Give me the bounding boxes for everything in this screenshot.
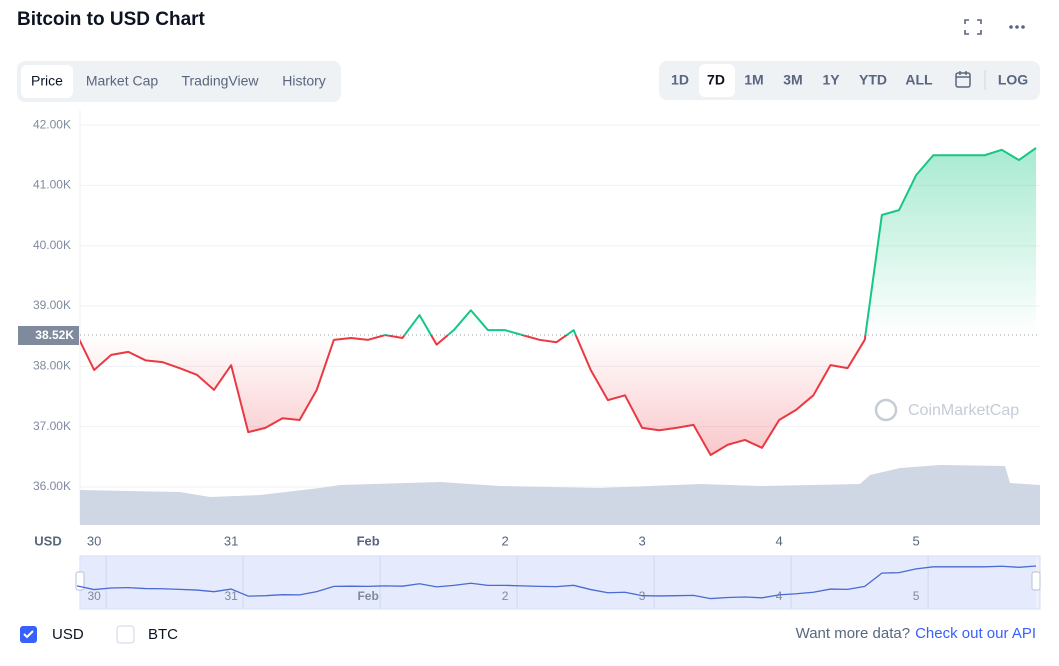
x-tick-label: Feb (357, 533, 380, 548)
tab[interactable]: History (282, 73, 326, 89)
navigator-tick-label: 31 (224, 589, 238, 603)
usd-checkbox[interactable] (20, 626, 37, 643)
area-below (80, 334, 1036, 456)
y-tick-label: 37.00K (33, 419, 71, 433)
area-above (404, 148, 1036, 335)
baseline-label-bg (18, 325, 79, 345)
y-tick-label: 39.00K (33, 298, 71, 312)
y-tick-label: 41.00K (33, 178, 71, 192)
watermark-text: CoinMarketCap (908, 402, 1019, 419)
price-line-above (381, 147, 1037, 335)
navigator-handle[interactable] (1031, 571, 1041, 591)
volume-area (80, 465, 1040, 525)
navigator-selection[interactable] (80, 556, 1036, 609)
footer-prompt: Want more data? (796, 625, 911, 642)
range-bar (659, 61, 1040, 100)
y-tick-label: 40.00K (33, 238, 71, 252)
tab[interactable]: Market Cap (86, 73, 159, 89)
watermark: CoinMarketCap (874, 398, 1019, 422)
tab[interactable]: TradingView (181, 73, 259, 89)
calendar-icon[interactable] (955, 71, 971, 88)
x-axis-label: USD (34, 533, 61, 548)
tab-bar (17, 61, 341, 102)
x-tick-label: 5 (913, 533, 920, 548)
x-tick-label: 30 (87, 533, 101, 548)
x-tick-label: 4 (776, 533, 783, 548)
range-button[interactable]: 1M (744, 72, 763, 88)
navigator-tick-label: 30 (87, 589, 101, 603)
x-tick-label: 3 (639, 533, 646, 548)
option-label[interactable]: USD (52, 626, 84, 643)
navigator-tick-label: 5 (913, 589, 920, 603)
y-tick-label: 38.00K (33, 359, 71, 373)
navigator-tick-label: 4 (776, 589, 783, 603)
api-link[interactable]: Check out our API (915, 625, 1036, 642)
range-button[interactable]: 1D (671, 72, 689, 88)
baseline-label: 38.52K (35, 328, 74, 342)
fullscreen-icon[interactable] (964, 19, 982, 35)
navigator-tick-label: Feb (357, 589, 378, 603)
range-active-bg (699, 64, 735, 97)
range-button[interactable]: 1Y (822, 72, 840, 88)
range-button[interactable]: 7D (707, 72, 725, 88)
y-tick-label: 36.00K (33, 479, 71, 493)
tab[interactable]: Price (31, 73, 63, 89)
btc-checkbox[interactable] (116, 625, 135, 644)
range-button[interactable]: ALL (905, 72, 933, 88)
more-icon[interactable] (1009, 25, 1025, 29)
tab-active-bg (21, 65, 73, 98)
navigator-tick-label: 2 (502, 589, 509, 603)
y-tick-label: 42.00K (33, 117, 71, 131)
option-label[interactable]: BTC (148, 626, 178, 643)
page-title: Bitcoin to USD Chart (17, 9, 206, 30)
range-button[interactable]: 3M (783, 72, 802, 88)
range-button[interactable]: LOG (998, 72, 1028, 88)
footer-text: Want more data? Check out our API (796, 625, 1036, 642)
price-line-below (80, 334, 867, 457)
x-tick-label: 2 (502, 533, 509, 548)
navigator-line (76, 565, 1037, 600)
range-button[interactable]: YTD (859, 72, 887, 88)
x-tick-label: 31 (224, 533, 238, 548)
